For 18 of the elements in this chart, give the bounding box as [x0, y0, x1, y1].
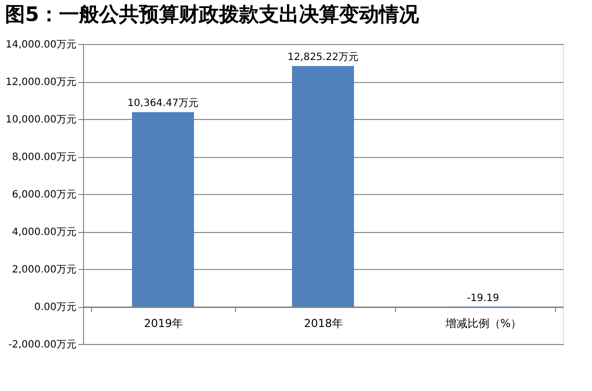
y-tick-label: 12,000.00万元: [6, 77, 76, 88]
x-tick-label: 2018年: [304, 317, 343, 330]
y-tick-label: 8,000.00万元: [12, 152, 76, 163]
y-tick-label: -2,000.00万元: [8, 340, 76, 350]
y-tick-label: 14,000.00万元: [6, 40, 76, 50]
y-tick-label: 0.00万元: [34, 302, 76, 313]
data-label: -19.19: [466, 292, 500, 304]
x-tick-label: 2019年: [144, 317, 183, 330]
data-label: 12,825.22万元: [288, 52, 358, 64]
bar: [132, 112, 194, 306]
data-label: 10,364.47万元: [128, 98, 198, 110]
y-tick-label: 2,000.00万元: [12, 264, 76, 276]
bar: [292, 66, 354, 306]
y-tick-label: 4,000.00万元: [12, 227, 76, 238]
y-tick-label: 6,000.00万元: [12, 190, 76, 200]
y-tick-label: 10,000.00万元: [6, 114, 76, 126]
chart-title: 图5：一般公共预算财政拨款支出决算变动情况: [5, 2, 420, 26]
x-tick-label: 增减比例（%）: [444, 317, 522, 330]
